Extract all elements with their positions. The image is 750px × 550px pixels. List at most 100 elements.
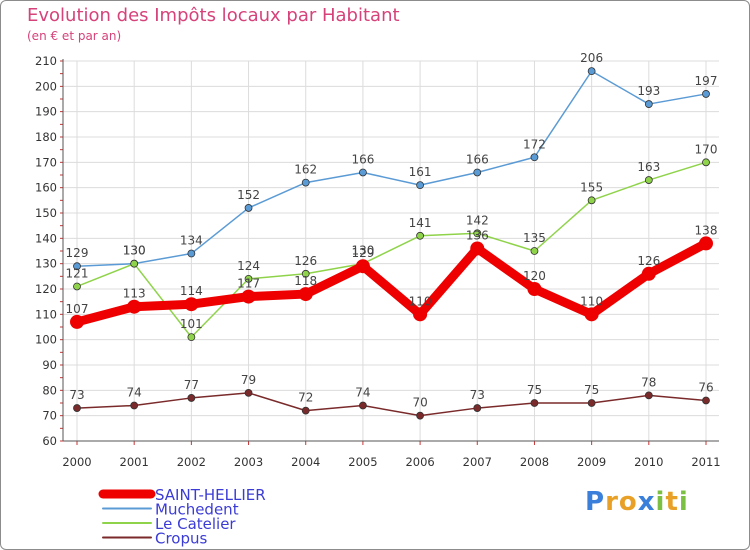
data-point bbox=[130, 259, 139, 268]
data-label: 162 bbox=[294, 163, 317, 177]
data-label: 166 bbox=[351, 152, 374, 166]
data-label: 113 bbox=[123, 287, 146, 301]
data-point bbox=[244, 388, 253, 397]
legend-label: Cropus bbox=[155, 530, 208, 548]
data-label: 163 bbox=[637, 160, 660, 174]
data-label: 130 bbox=[123, 244, 146, 258]
data-label: 161 bbox=[409, 165, 432, 179]
data-point bbox=[584, 307, 599, 322]
data-point bbox=[73, 282, 81, 291]
data-point bbox=[187, 333, 196, 342]
data-label: 74 bbox=[355, 386, 370, 400]
y-tick-label: 60 bbox=[42, 434, 57, 448]
data-label: 135 bbox=[523, 231, 546, 245]
data-point bbox=[301, 269, 310, 278]
data-label: 129 bbox=[66, 246, 89, 260]
x-tick-label: 2009 bbox=[577, 455, 606, 469]
data-label: 118 bbox=[294, 274, 317, 288]
data-labels: 129 1301341521621661611661722061931971211… bbox=[66, 51, 718, 410]
x-tick-label: 2008 bbox=[520, 455, 549, 469]
data-label: 155 bbox=[580, 180, 603, 194]
y-tick-label: 210 bbox=[35, 54, 57, 68]
x-tick-label: 2007 bbox=[463, 455, 492, 469]
data-label: 138 bbox=[695, 223, 718, 237]
data-label: 124 bbox=[237, 259, 260, 273]
data-label: 130 bbox=[351, 244, 374, 258]
data-point bbox=[301, 406, 310, 415]
data-point bbox=[699, 236, 713, 251]
data-point bbox=[644, 391, 653, 400]
x-tick-label: 2000 bbox=[62, 455, 91, 469]
logo-letter: o bbox=[618, 487, 638, 517]
series-lines bbox=[70, 67, 713, 420]
data-point bbox=[241, 289, 256, 304]
series-line-muchedent bbox=[76, 70, 707, 267]
legend-label: SAINT-HELLIER bbox=[155, 486, 266, 504]
data-label: 126 bbox=[637, 254, 660, 268]
data-label: 110 bbox=[409, 294, 432, 308]
y-tick-label: 160 bbox=[35, 181, 57, 195]
data-label: 74 bbox=[127, 386, 142, 400]
legend-label: Le Catelier bbox=[155, 515, 236, 533]
data-point bbox=[416, 231, 424, 240]
x-tick-label: 2004 bbox=[291, 455, 320, 469]
data-point bbox=[413, 307, 428, 322]
x-tick-label: 2006 bbox=[405, 455, 434, 469]
data-label: 129 bbox=[351, 246, 374, 260]
data-point bbox=[70, 314, 84, 329]
data-point bbox=[702, 90, 710, 98]
data-label: 141 bbox=[409, 216, 432, 230]
series-line-saint-hellier bbox=[72, 238, 711, 327]
data-point bbox=[130, 401, 139, 410]
data-point bbox=[641, 266, 656, 281]
data-label: 126 bbox=[294, 254, 317, 268]
data-label: 152 bbox=[237, 188, 260, 202]
data-point bbox=[587, 196, 596, 205]
axes: 60 70 80 90 100 110 120 130 140 150 160 170 180 190 20… bbox=[35, 54, 721, 469]
data-label: 142 bbox=[466, 213, 489, 227]
x-tick-label: 2003 bbox=[234, 455, 263, 469]
series-line-cropus bbox=[76, 392, 707, 417]
proxiti-logo: Proxiti bbox=[585, 487, 689, 517]
data-label: 76 bbox=[698, 380, 713, 394]
data-label: 79 bbox=[241, 373, 256, 387]
data-label: 72 bbox=[298, 391, 313, 405]
chart-title: Evolution des Impôts locaux par Habitant bbox=[27, 5, 400, 26]
logo-letter: P bbox=[585, 487, 606, 517]
x-tick-label: 2001 bbox=[120, 455, 149, 469]
data-label: 136 bbox=[466, 228, 489, 242]
logo-letter: i bbox=[655, 487, 666, 517]
y-tick-label: 180 bbox=[35, 130, 57, 144]
data-point bbox=[470, 241, 485, 256]
y-tick-label: 70 bbox=[42, 409, 57, 423]
y-tick-label: 120 bbox=[35, 282, 57, 296]
data-point bbox=[301, 178, 310, 187]
data-point bbox=[187, 394, 196, 402]
y-tick-label: 140 bbox=[35, 231, 57, 245]
data-point bbox=[587, 399, 596, 407]
y-tick-label: 150 bbox=[35, 206, 57, 220]
data-point bbox=[530, 247, 539, 255]
data-point bbox=[359, 168, 367, 177]
legend-label: Muchedent bbox=[155, 501, 239, 519]
data-point bbox=[530, 153, 539, 162]
data-point bbox=[644, 176, 653, 184]
y-tick-label: 190 bbox=[35, 105, 57, 119]
data-point bbox=[473, 404, 482, 412]
data-label: 172 bbox=[523, 137, 546, 151]
data-point bbox=[587, 67, 596, 76]
data-point bbox=[702, 396, 710, 405]
data-label: 70 bbox=[412, 396, 427, 410]
data-label: 77 bbox=[184, 378, 199, 392]
x-tick-label: 2002 bbox=[177, 455, 206, 469]
series-line-le-catelier bbox=[76, 161, 707, 338]
data-point bbox=[527, 282, 542, 296]
logo-letter: x bbox=[637, 487, 656, 517]
data-label: 110 bbox=[580, 294, 603, 308]
data-label: 170 bbox=[695, 142, 718, 156]
data-point bbox=[359, 401, 367, 410]
data-label: 75 bbox=[584, 383, 599, 397]
data-point bbox=[416, 411, 424, 420]
